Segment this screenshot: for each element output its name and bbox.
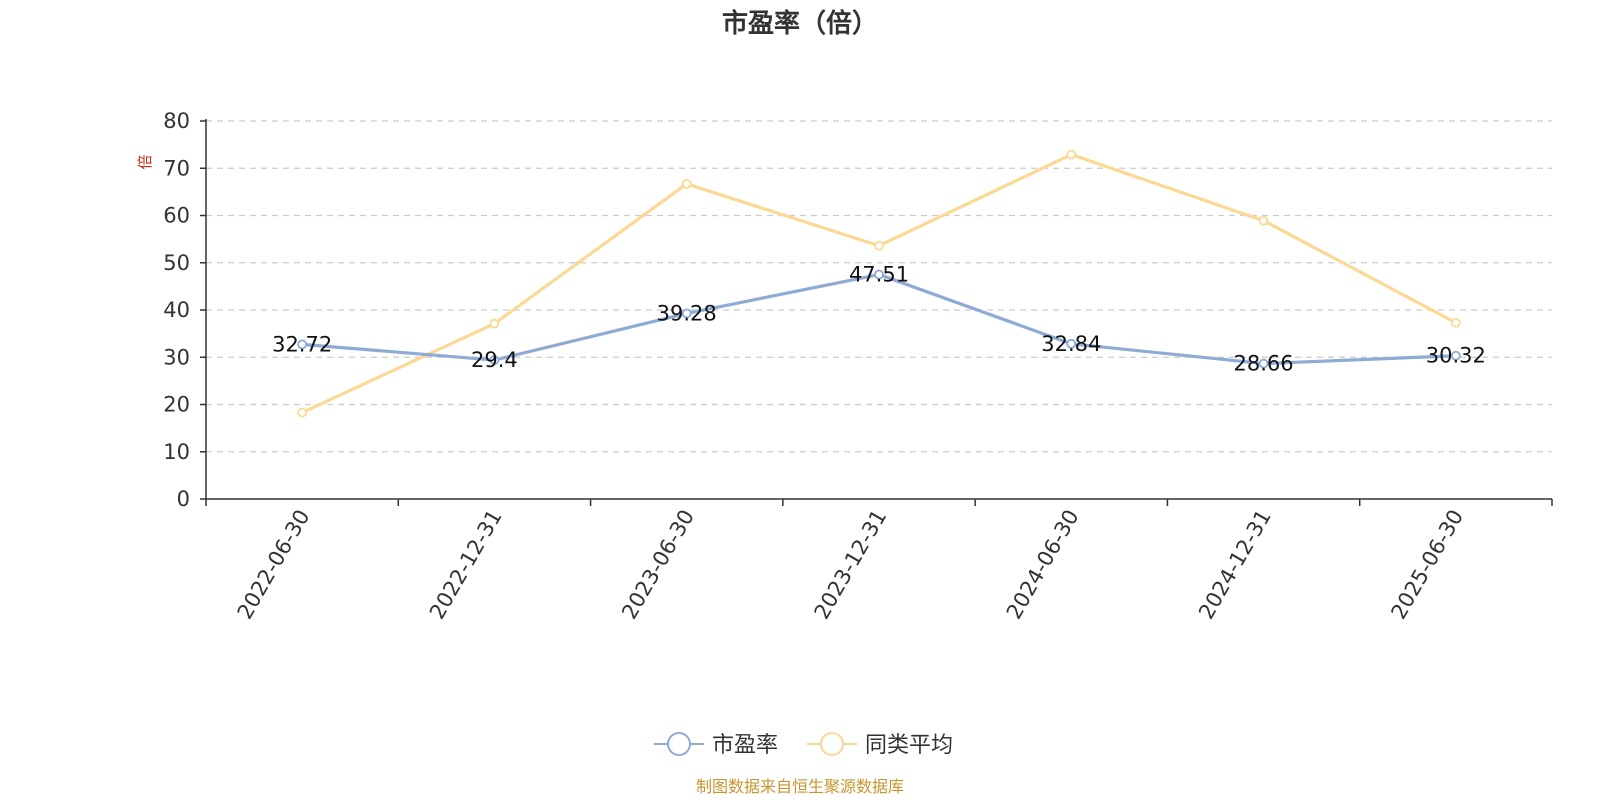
- x-tick-label: 2025-06-30: [1386, 506, 1468, 624]
- data-point[interactable]: [1066, 338, 1077, 349]
- data-point[interactable]: [297, 407, 308, 418]
- data-label: 29.4: [471, 348, 518, 372]
- legend-label: 市盈率: [712, 733, 778, 758]
- legend-label: 同类平均: [865, 733, 953, 758]
- y-tick-label: 0: [177, 487, 190, 511]
- source-note: 制图数据来自恒生聚源数据库: [696, 777, 904, 796]
- data-point[interactable]: [489, 355, 500, 365]
- data-label: 28.66: [1234, 352, 1294, 376]
- data-point[interactable]: [1258, 358, 1269, 369]
- data-point[interactable]: [1258, 215, 1269, 226]
- y-axis-label: 倍: [136, 154, 154, 169]
- chart-title: 市盈率（倍）: [722, 8, 878, 39]
- y-tick-label: 50: [163, 251, 190, 275]
- legend[interactable]: 市盈率 同类平均: [654, 732, 953, 758]
- x-tick-label: 2022-06-30: [233, 506, 315, 624]
- data-point[interactable]: [1450, 350, 1461, 361]
- legend-circle-icon: [667, 732, 691, 756]
- data-point[interactable]: [1450, 317, 1461, 328]
- y-tick-label: 30: [163, 345, 190, 369]
- grid-lines: [206, 120, 1552, 453]
- y-tick-label: 40: [163, 298, 190, 322]
- legend-circle-icon: [820, 732, 844, 756]
- data-point[interactable]: [681, 178, 692, 189]
- data-label: 47.51: [849, 263, 909, 287]
- x-tick-label: 2023-12-31: [810, 506, 892, 624]
- data-point[interactable]: [874, 269, 884, 280]
- x-tick-label: 2022-12-31: [425, 506, 507, 624]
- series-lines: [297, 149, 1461, 418]
- legend-item[interactable]: 同类平均: [807, 732, 953, 758]
- axes: 0 10 20 30 40 50 60 70 80 2022-06-30 2022-12-31 202…: [163, 109, 1553, 624]
- data-point[interactable]: [681, 308, 692, 319]
- y-tick-label: 80: [163, 109, 190, 133]
- x-tick-label: 2024-12-31: [1194, 506, 1276, 624]
- data-point[interactable]: [489, 318, 500, 329]
- x-tick-label: 2023-06-30: [617, 506, 699, 624]
- data-label: 30.32: [1426, 344, 1486, 368]
- y-tick-label: 10: [163, 440, 190, 464]
- data-point[interactable]: [874, 240, 884, 251]
- data-label: 32.72: [272, 332, 332, 356]
- y-tick-label: 60: [163, 204, 190, 228]
- x-tick-label: 2024-06-30: [1002, 506, 1084, 624]
- data-point[interactable]: [297, 339, 308, 350]
- y-tick-label: 20: [163, 393, 190, 417]
- data-label: 32.84: [1041, 332, 1101, 356]
- legend-item[interactable]: 市盈率: [654, 732, 778, 758]
- y-tick-label: 70: [163, 156, 190, 180]
- data-label: 39.28: [657, 301, 717, 325]
- data-point[interactable]: [1066, 149, 1077, 160]
- data-labels: 32.72 29.4 39.28 47.51 32.84 28.66 30.32: [272, 263, 1486, 376]
